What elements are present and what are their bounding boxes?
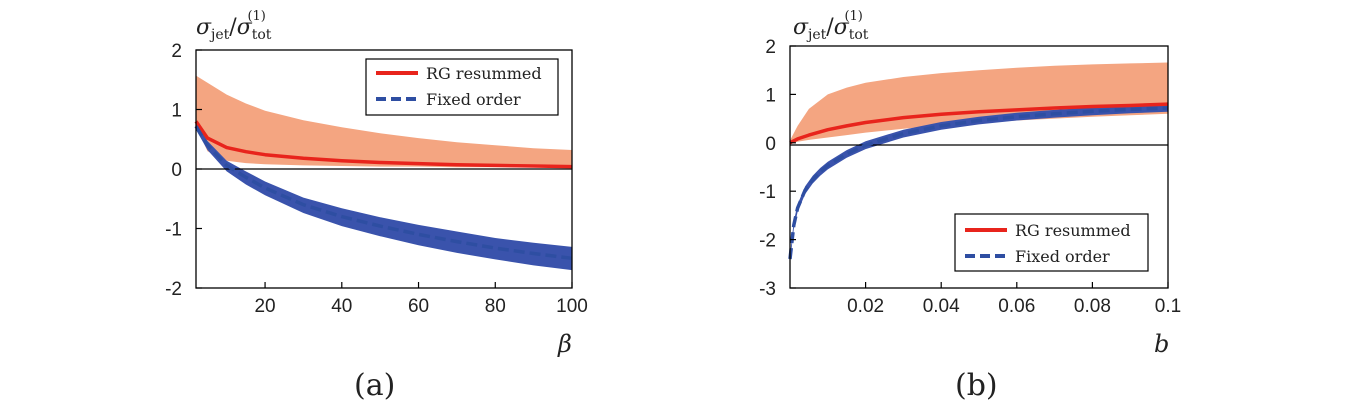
panel-b-xtick-label: 0.02	[847, 296, 884, 317]
panel-a-lines	[194, 120, 573, 261]
panel-a: 20 40 60 80 100 -2 -1 0 1 2 σjet/σtot(1) β RG res…	[165, 9, 588, 403]
panel-a-xtick-label: 40	[331, 296, 352, 317]
panel-a-ytick-label: 2	[171, 41, 182, 62]
panel-b-xlabel: b	[1154, 330, 1169, 358]
panel-a-band-rg-resummed	[196, 75, 572, 168]
panel-b-bands	[790, 62, 1168, 263]
panel-b-legend: RG resummed Fixed order	[954, 213, 1149, 272]
panel-b-ticks: 0.02 0.04 0.06 0.08 0.1 -3 -2 -1 0 1 2	[759, 37, 1181, 317]
panel-b-caption: (b)	[955, 368, 998, 403]
panel-a-ylabel: σjet/σtot(1)	[196, 9, 272, 43]
panel-b-frame	[789, 45, 1169, 289]
panel-a-ytick-label: -2	[165, 279, 182, 300]
panel-b-xtick-label: 0.06	[998, 296, 1035, 317]
panel-b-xtick-label: 0.04	[923, 296, 960, 317]
panel-b-ytick-label: -3	[759, 279, 776, 300]
panel-b-ylabel: σjet/σtot(1)	[793, 9, 869, 43]
panel-b-ytick-label: -2	[759, 231, 776, 252]
panel-a-ytick-label: 0	[171, 160, 182, 181]
panel-b-legend-label-fo: Fixed order	[1015, 247, 1110, 266]
panel-b-ytick-label: 2	[765, 37, 776, 58]
panel-a-ytick-label: 1	[171, 101, 182, 122]
panel-a-xtick-label: 60	[408, 296, 429, 317]
panel-a-legend-label-fo: Fixed order	[426, 90, 521, 109]
panel-a-xtick-label: 20	[254, 296, 275, 317]
panel-a-ticks: 20 40 60 80 100 -2 -1 0 1 2	[165, 41, 588, 317]
panel-b-line-fixed-order	[788, 106, 1169, 260]
panel-a-legend-label-rg: RG resummed	[426, 64, 542, 83]
panel-b: 0.02 0.04 0.06 0.08 0.1 -3 -2 -1 0 1 2 σjet/σtot(1…	[759, 9, 1181, 403]
panel-b-band-rg-resummed	[790, 62, 1168, 143]
panel-a-xtick-label: 80	[485, 296, 506, 317]
panel-a-line-fixed-order	[194, 125, 573, 261]
panel-b-ytick-label: 1	[765, 85, 776, 106]
panel-b-xtick-label: 0.1	[1155, 296, 1181, 317]
panel-b-ytick-label: -1	[759, 182, 776, 203]
panel-b-xtick-label: 0.08	[1074, 296, 1111, 317]
panel-b-ytick-label: 0	[765, 134, 776, 155]
panel-a-caption: (a)	[354, 368, 395, 403]
panel-b-legend-box	[954, 213, 1149, 272]
panel-b-lines	[788, 102, 1169, 260]
panel-a-line-rg-resummed	[194, 120, 573, 169]
panel-a-xlabel: β	[557, 330, 572, 358]
panel-a-xtick-label: 100	[556, 296, 588, 317]
panel-b-legend-label-rg: RG resummed	[1015, 221, 1131, 240]
panel-a-legend-box	[365, 58, 559, 116]
panel-a-legend: RG resummed Fixed order	[365, 58, 559, 116]
panel-b-line-rg-resummed	[789, 102, 1169, 145]
panel-a-ytick-label: -1	[165, 220, 182, 241]
